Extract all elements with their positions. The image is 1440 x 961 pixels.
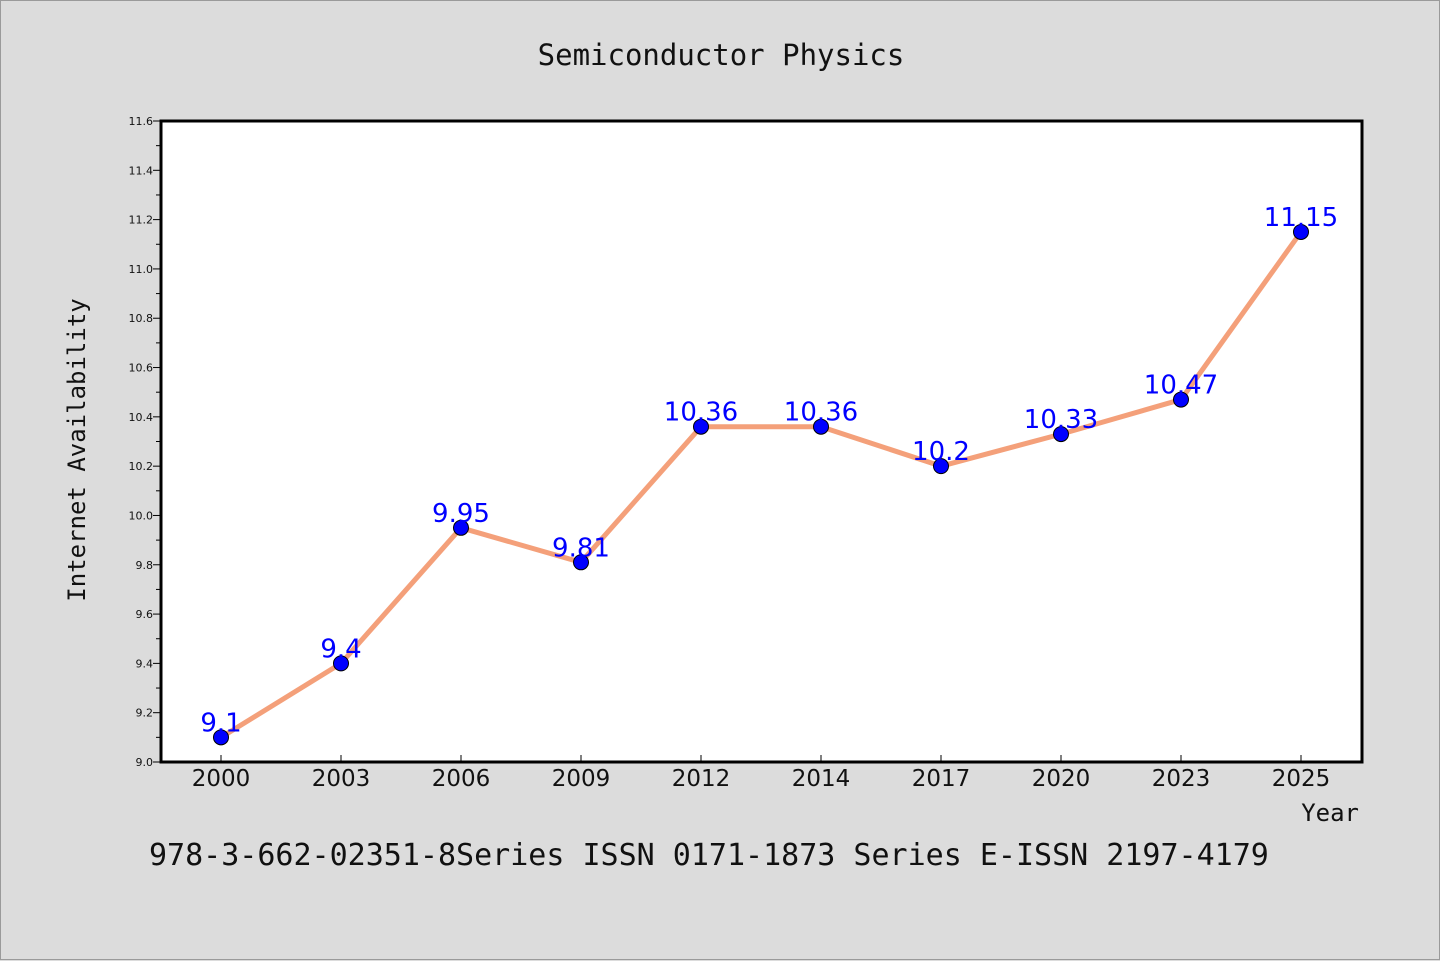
- x-tick-label: 2025: [1272, 766, 1331, 792]
- y-tick-label: 10.8: [129, 312, 154, 325]
- x-tick-label: 2012: [672, 766, 731, 792]
- data-point: [333, 655, 349, 672]
- data-label: 10.47: [1144, 371, 1218, 401]
- x-tick-label: 2014: [792, 766, 851, 792]
- data-point: [1293, 223, 1309, 240]
- data-label: 10.36: [784, 398, 858, 428]
- x-tick-label: 2006: [432, 766, 491, 792]
- y-tick-label: 9.4: [136, 657, 154, 670]
- data-label: 10.36: [664, 398, 738, 428]
- plot-area: [159, 119, 1364, 764]
- data-label: 10.2: [912, 437, 970, 467]
- y-tick-label: 11.4: [129, 164, 154, 177]
- x-axis: 2000 2003 2006 2009 2012 2014 2017 2020 2023 2025: [192, 755, 1331, 792]
- data-label: 11.15: [1264, 203, 1338, 233]
- data-point: [813, 418, 829, 435]
- x-tick-label: 2003: [312, 766, 371, 792]
- data-label: 9.81: [552, 533, 610, 563]
- data-point: [573, 554, 589, 571]
- y-axis: 9.0 9.2 9.4 9.6 9.8 10.0 10.2 10.4 10.6 10.8 11.0 1…: [129, 115, 161, 769]
- y-tick-label: 10.6: [129, 362, 154, 375]
- data-label: 9.95: [432, 499, 490, 529]
- y-tick-label: 11.2: [129, 214, 154, 227]
- y-tick-label: 9.0: [136, 756, 154, 769]
- y-axis-title: Internet Availability: [63, 298, 91, 601]
- data-point: [1053, 426, 1069, 443]
- footer-text: 978-3-662-02351-8Series ISSN 0171-1873 S…: [149, 838, 1269, 873]
- y-tick-label: 10.0: [129, 509, 154, 522]
- data-label: 10.33: [1024, 405, 1098, 435]
- y-tick-label: 11.0: [129, 263, 154, 276]
- y-tick-label: 9.6: [136, 608, 154, 621]
- series-points-group: [213, 223, 1309, 746]
- data-point: [453, 519, 469, 536]
- data-point: [213, 729, 229, 746]
- x-tick-label: 2009: [552, 766, 611, 792]
- series-line-group: [218, 229, 1304, 740]
- series-line: [218, 229, 1304, 740]
- data-point: [693, 418, 709, 435]
- y-tick-label: 11.6: [129, 115, 154, 128]
- x-axis-title: Year: [1301, 799, 1359, 827]
- chart-title: Semiconductor Physics: [538, 38, 905, 72]
- data-labels-group: 9.1 9.4 9.95 9.81 10.36 10.36 10.2 10.33 10.47 11…: [200, 203, 1338, 738]
- x-tick-label: 2020: [1032, 766, 1091, 792]
- y-tick-label: 9.8: [136, 559, 154, 572]
- data-point: [1173, 391, 1189, 408]
- data-label: 9.4: [320, 634, 361, 664]
- x-tick-label: 2000: [192, 766, 251, 792]
- data-label: 9.1: [200, 708, 241, 738]
- data-point: [933, 458, 949, 475]
- x-tick-label: 2023: [1152, 766, 1211, 792]
- x-tick-label: 2017: [912, 766, 971, 792]
- y-tick-label: 9.2: [136, 707, 154, 720]
- y-tick-label: 10.4: [129, 411, 154, 424]
- y-tick-label: 10.2: [129, 460, 154, 473]
